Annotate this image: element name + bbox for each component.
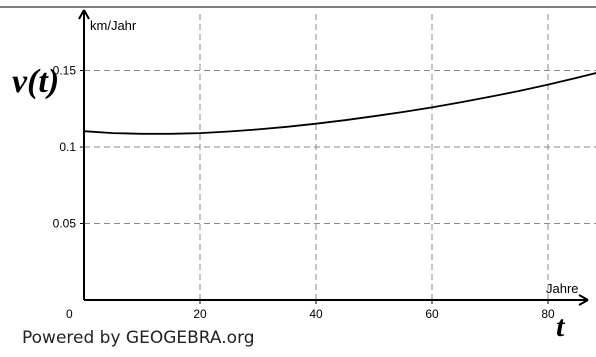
x-symbol-label: t — [556, 310, 566, 343]
y-axis-unit-label: km/Jahr — [90, 18, 137, 33]
x-tick-label: 80 — [541, 307, 555, 321]
powered-by-watermark: Powered by GEOGEBRA.org — [22, 328, 255, 348]
axes — [78, 9, 589, 306]
x-tick-label: 20 — [193, 307, 207, 321]
x-tick-label: 60 — [425, 307, 439, 321]
x-axis-unit-label: Jahre — [546, 281, 579, 296]
grid — [84, 14, 596, 300]
y-axis-arrow — [78, 9, 90, 20]
x-axis-arrow — [578, 294, 589, 306]
x-tick-label: 40 — [309, 307, 323, 321]
series — [83, 72, 596, 135]
y-tick-label: 0.05 — [53, 217, 77, 231]
origin-label: 0 — [66, 307, 73, 321]
y-tick-label: 0.1 — [59, 140, 76, 154]
y-symbol-label: v(t) — [12, 63, 59, 100]
velocity-curve — [83, 72, 596, 135]
tick-labels: 20 40 60 80 0.05 0.1 0.15 — [53, 64, 555, 322]
y-tick-label: 0.15 — [53, 64, 77, 78]
